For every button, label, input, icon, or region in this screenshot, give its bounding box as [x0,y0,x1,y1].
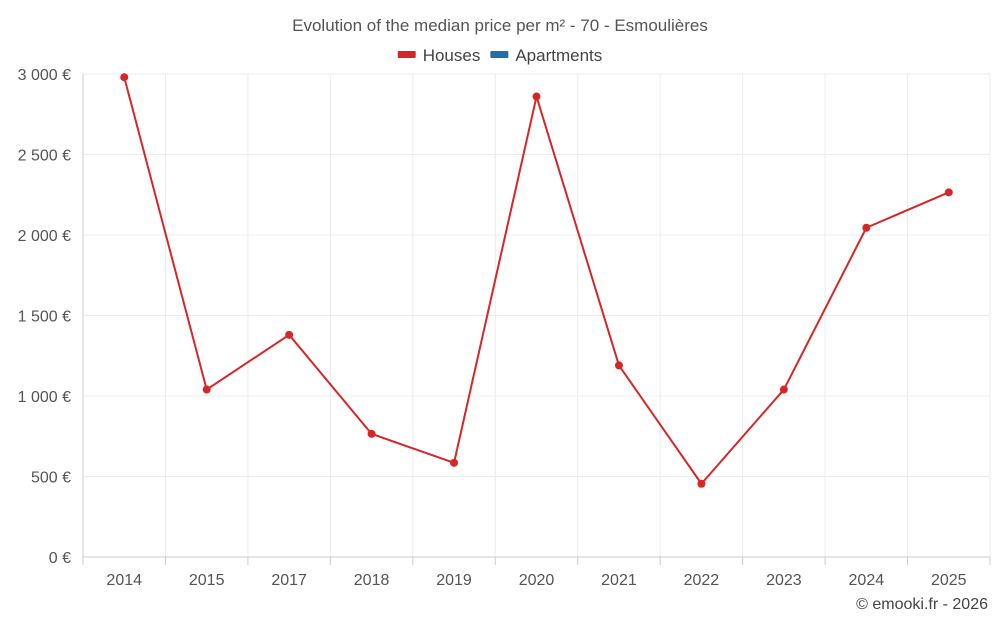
data-point[interactable] [862,223,871,232]
chart-title: Evolution of the median price per m² - 7… [292,16,708,35]
credit-text: © emooki.fr - 2026 [856,596,988,613]
x-tick-label: 2017 [271,572,307,589]
legend-label-apartments[interactable]: Apartments [515,46,602,65]
x-tick-label: 2019 [436,572,472,589]
x-tick-label: 2014 [106,572,142,589]
legend-swatch-houses[interactable] [397,51,416,58]
data-point[interactable] [202,385,211,394]
axes: 0 € 500 € 1 000 € 1 500 € 2 000 € 2 500 € 3 00… [18,67,991,589]
series-layer [120,73,953,488]
data-point[interactable] [285,330,294,339]
x-tick-label: 2025 [931,572,967,589]
x-tick-label: 2015 [189,572,225,589]
data-point[interactable] [120,73,129,82]
x-tick-label: 2018 [354,572,390,589]
legend-label-houses[interactable]: Houses [423,46,481,65]
y-tick-label: 2 500 € [18,148,71,165]
x-tick-label: 2023 [766,572,802,589]
y-tick-label: 3 000 € [18,67,71,84]
y-tick-label: 1 500 € [18,309,71,326]
legend-swatch-apartments[interactable] [490,51,509,58]
legend[interactable]: Houses Apartments [397,46,603,65]
data-point[interactable] [367,429,376,438]
y-tick-label: 0 € [49,550,71,567]
data-point[interactable] [944,188,953,197]
data-point[interactable] [779,385,788,394]
grid [83,73,991,557]
data-point[interactable] [450,458,459,467]
y-tick-label: 2 000 € [18,228,71,245]
data-point[interactable] [614,361,623,370]
x-tick-label: 2020 [519,572,555,589]
x-tick-label: 2024 [849,572,885,589]
x-tick-label: 2021 [601,572,637,589]
data-point[interactable] [532,92,541,101]
y-tick-label: 500 € [31,470,71,487]
y-tick-label: 1 000 € [18,389,71,406]
x-tick-label: 2022 [684,572,720,589]
data-point[interactable] [697,479,706,488]
